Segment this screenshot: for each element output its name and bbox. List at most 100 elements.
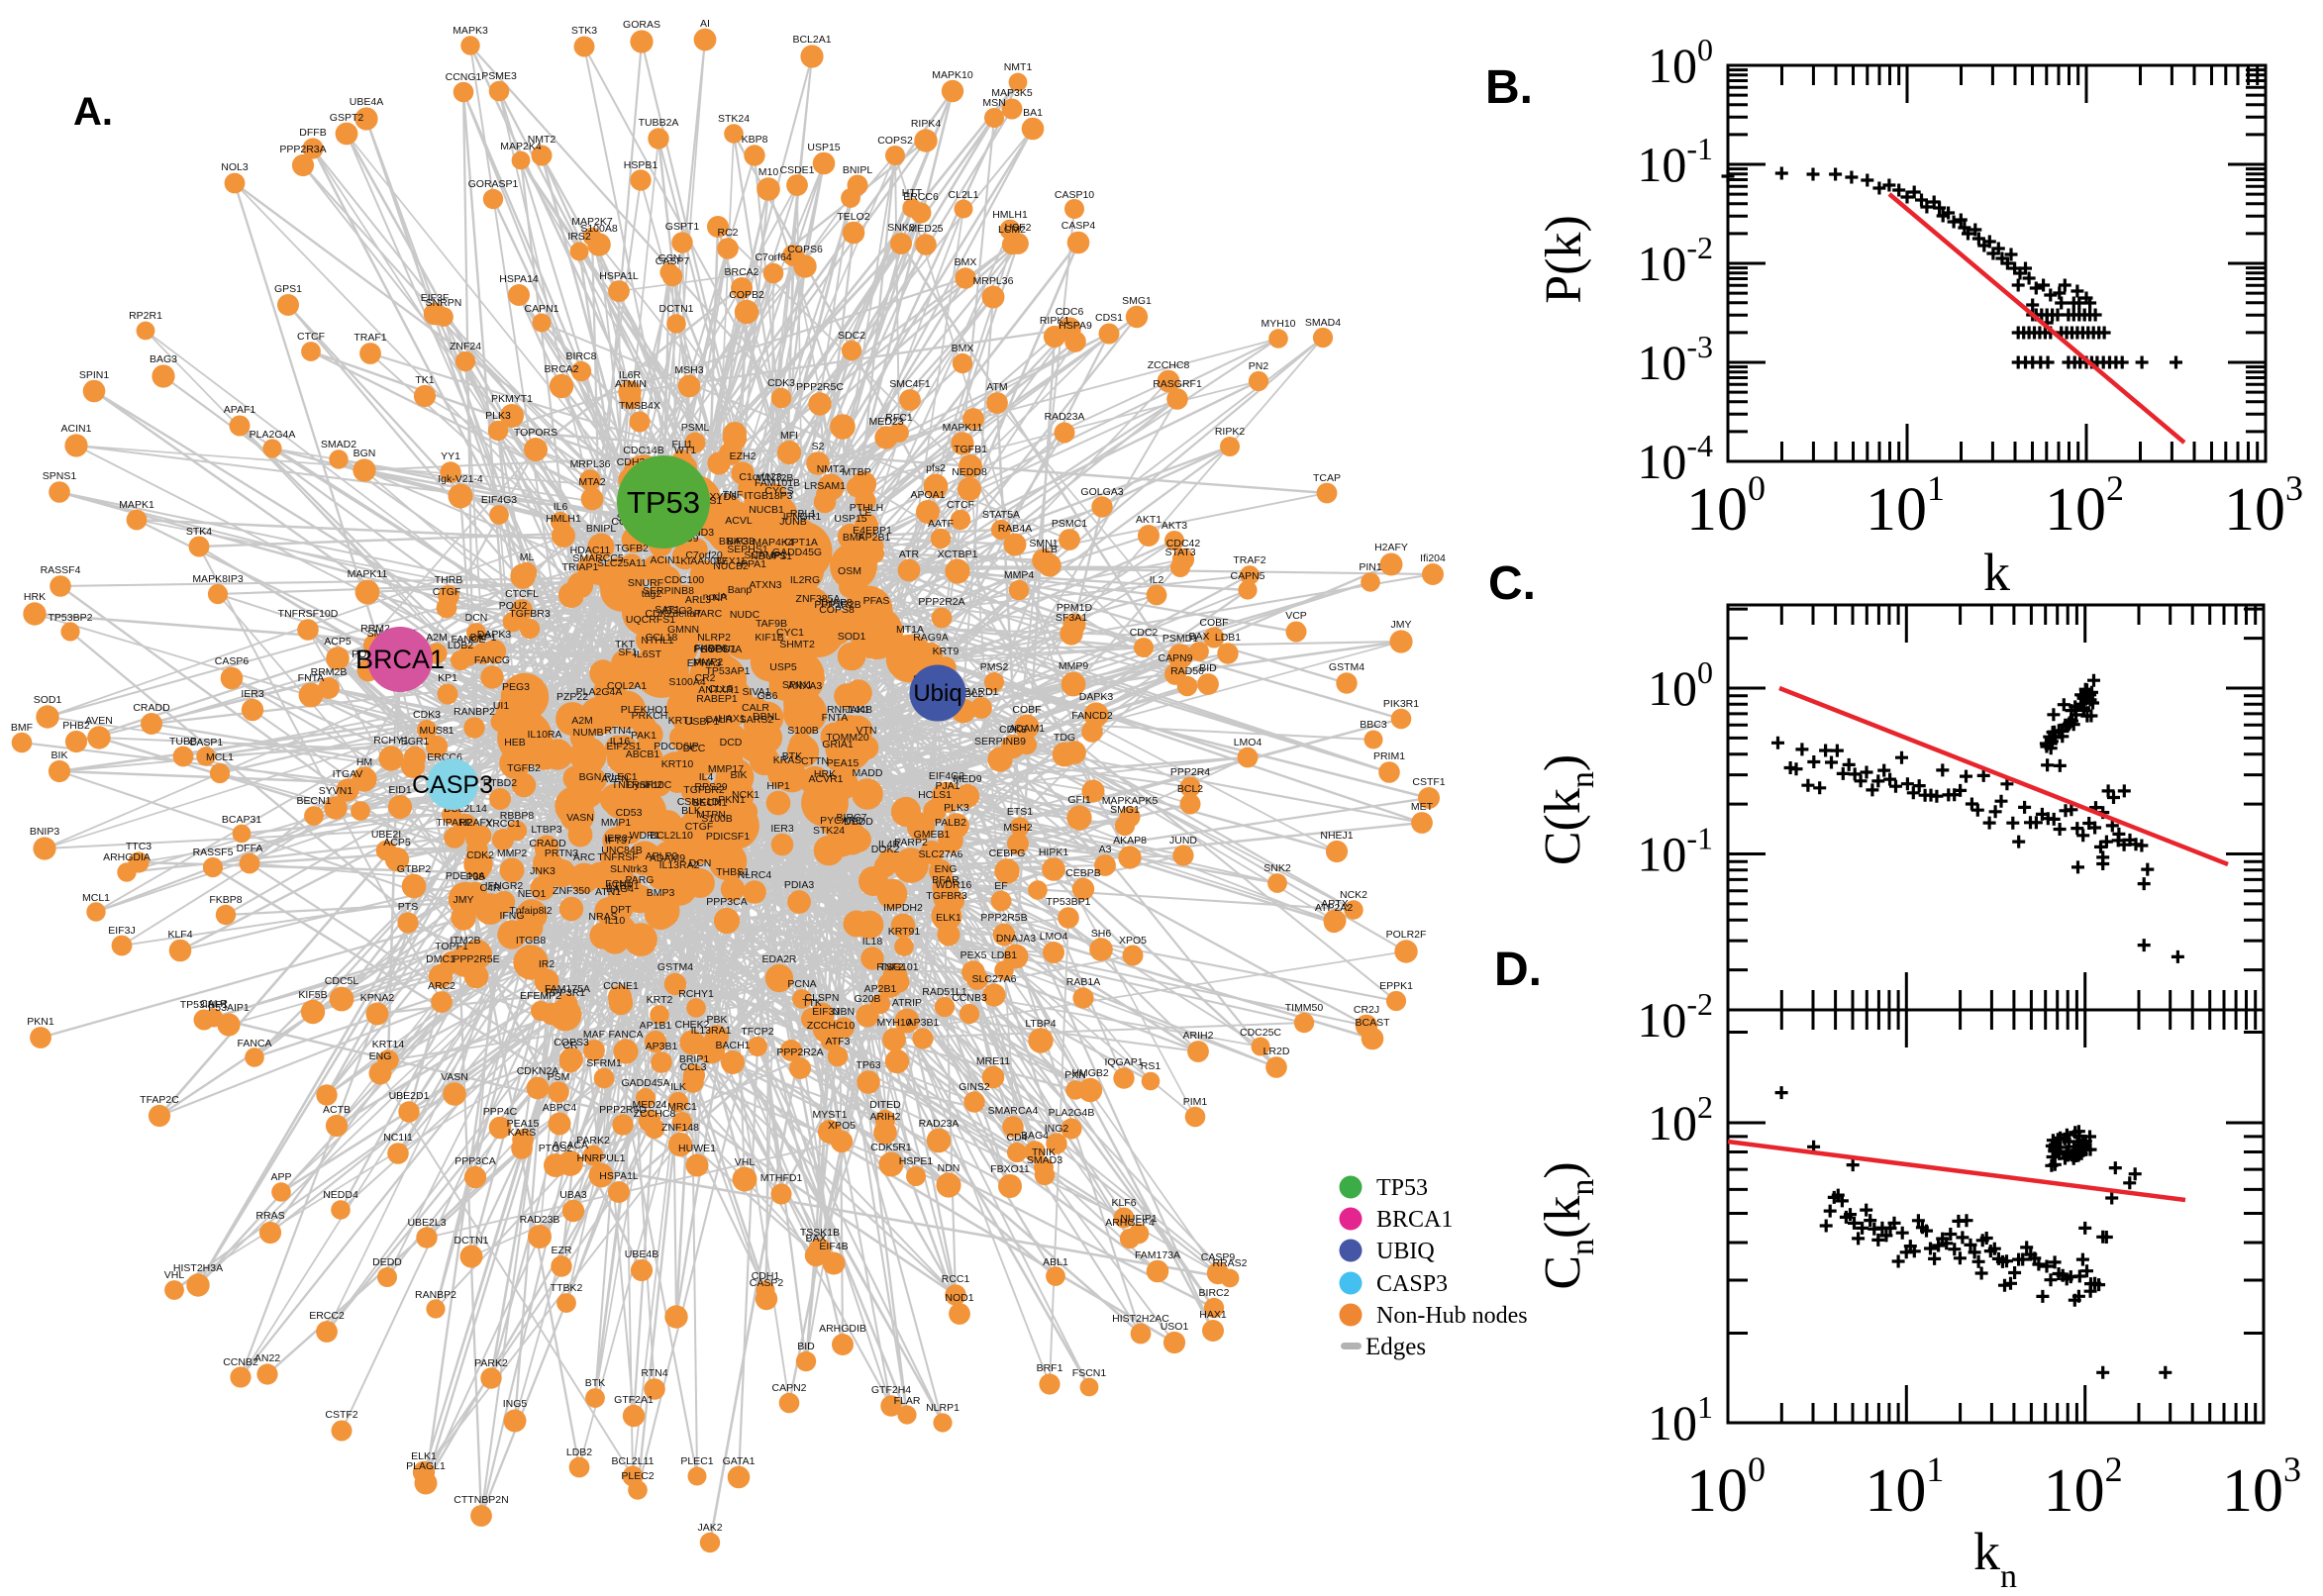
svg-text:GATA1: GATA1 (723, 1455, 756, 1467)
svg-text:SOD1: SOD1 (838, 631, 866, 643)
svg-text:GSTM4: GSTM4 (1329, 661, 1364, 673)
svg-text:SMAD2: SMAD2 (321, 439, 356, 450)
svg-text:BBC3: BBC3 (1360, 719, 1387, 731)
svg-text:RAD23B: RAD23B (520, 1214, 560, 1226)
svg-text:LMO4: LMO4 (1040, 931, 1068, 943)
svg-text:IFT57: IFT57 (605, 835, 633, 847)
svg-text:RPS29: RPS29 (694, 781, 727, 793)
svg-text:STK24: STK24 (718, 113, 750, 125)
svg-text:CCNB3: CCNB3 (952, 992, 987, 1004)
svg-text:ARHGDIA: ARHGDIA (103, 851, 151, 863)
svg-text:KRT91: KRT91 (888, 926, 921, 938)
svg-text:ATP2A2: ATP2A2 (1315, 902, 1353, 914)
svg-text:TP53AP1: TP53AP1 (706, 665, 751, 677)
svg-text:GSPT1: GSPT1 (665, 221, 700, 233)
svg-text:FANCA: FANCA (237, 1038, 271, 1049)
svg-text:USP5: USP5 (769, 661, 797, 673)
svg-text:RBL1: RBL1 (790, 508, 816, 520)
svg-text:RTBD2: RTBD2 (483, 777, 517, 789)
svg-text:PIK3R1: PIK3R1 (1383, 698, 1419, 710)
svg-text:HDAC11: HDAC11 (570, 545, 611, 556)
svg-text:CDK8: CDK8 (999, 724, 1027, 736)
svg-text:TP53: TP53 (627, 485, 700, 520)
svg-text:BIK: BIK (731, 769, 748, 781)
svg-text:UQCRFS1: UQCRFS1 (626, 614, 675, 626)
svg-text:TP53BP1: TP53BP1 (1047, 896, 1091, 908)
svg-text:NMT1: NMT1 (1004, 61, 1033, 73)
svg-text:RAD51L1: RAD51L1 (922, 986, 967, 998)
svg-text:EID1: EID1 (388, 784, 412, 796)
svg-text:TNIK: TNIK (1032, 1147, 1056, 1158)
svg-text:BRIP1: BRIP1 (679, 1053, 710, 1065)
svg-text:JAK2: JAK2 (697, 1522, 722, 1534)
svg-text:NEDD4: NEDD4 (323, 1189, 358, 1201)
svg-text:MMP1: MMP1 (601, 817, 631, 829)
svg-text:IL13RA1: IL13RA1 (691, 1025, 732, 1037)
svg-text:PLA2G4B: PLA2G4B (1049, 1107, 1095, 1119)
svg-text:CAPN5: CAPN5 (1230, 570, 1264, 582)
svg-text:PHYOU1: PHYOU1 (693, 644, 736, 655)
svg-text:DCC: DCC (683, 743, 706, 754)
svg-text:MSH2: MSH2 (1003, 822, 1032, 834)
svg-text:BCAST: BCAST (1355, 1017, 1390, 1029)
svg-text:HMLH1: HMLH1 (992, 209, 1028, 221)
svg-text:ITGB8: ITGB8 (516, 935, 547, 947)
svg-text:VASN: VASN (566, 812, 594, 824)
svg-text:M10: M10 (758, 166, 779, 178)
svg-text:KIAA0087: KIAA0087 (680, 555, 727, 567)
svg-text:PALB2: PALB2 (935, 817, 966, 829)
svg-text:APP: APP (270, 1171, 291, 1183)
svg-text:BNIPL: BNIPL (586, 523, 617, 535)
svg-text:TP53BP2: TP53BP2 (49, 612, 93, 624)
svg-text:GADD45A: GADD45A (621, 1077, 669, 1089)
svg-text:NLRP2: NLRP2 (697, 632, 731, 644)
svg-text:SMG1: SMG1 (1122, 295, 1152, 307)
svg-text:PRKCH: PRKCH (632, 710, 668, 722)
svg-text:DCD: DCD (720, 737, 743, 748)
svg-text:BCL2A1: BCL2A1 (792, 34, 831, 46)
svg-text:SERPINB9: SERPINB9 (974, 736, 1026, 748)
svg-text:UBE2D1: UBE2D1 (389, 1090, 430, 1102)
svg-text:HIP1: HIP1 (766, 780, 790, 792)
svg-text:UI1: UI1 (493, 700, 510, 712)
svg-text:HSPA14: HSPA14 (499, 273, 539, 285)
svg-text:IL2RG: IL2RG (790, 574, 820, 586)
svg-text:ARC: ARC (573, 851, 596, 863)
svg-text:KRT14: KRT14 (372, 1039, 405, 1050)
svg-text:BTK: BTK (782, 750, 802, 762)
svg-text:SDC2: SDC2 (838, 330, 865, 342)
svg-text:TOMM20: TOMM20 (826, 732, 869, 744)
svg-text:CCNG1: CCNG1 (446, 71, 482, 83)
svg-text:RS1: RS1 (1141, 1060, 1162, 1072)
svg-text:DEDD: DEDD (844, 816, 873, 828)
svg-text:RABEP1: RABEP1 (696, 693, 738, 705)
svg-text:BFAR: BFAR (932, 874, 960, 886)
svg-text:STAT3: STAT3 (1164, 547, 1195, 558)
svg-text:GSTM4: GSTM4 (657, 961, 693, 973)
svg-text:SPNS1: SPNS1 (43, 470, 77, 482)
svg-text:BA1: BA1 (1023, 107, 1043, 119)
svg-text:AN22: AN22 (254, 1352, 280, 1364)
svg-text:JNK3: JNK3 (530, 865, 556, 877)
svg-text:BAX: BAX (1188, 631, 1209, 643)
svg-text:RRAS: RRAS (255, 1210, 284, 1222)
svg-text:pfs2: pfs2 (926, 462, 946, 474)
svg-text:PTGS2: PTGS2 (539, 1143, 573, 1154)
svg-text:ENG: ENG (369, 1050, 392, 1062)
svg-text:PSMC1: PSMC1 (1052, 518, 1087, 530)
svg-text:HSPA9: HSPA9 (1059, 320, 1092, 332)
svg-text:TUBB: TUBB (169, 736, 197, 748)
svg-text:HCLS1: HCLS1 (918, 789, 952, 801)
svg-text:CDH1: CDH1 (752, 1270, 780, 1282)
svg-text:MAPK10: MAPK10 (932, 69, 973, 81)
svg-text:HIPK1: HIPK1 (1039, 847, 1069, 858)
svg-text:EZH2: EZH2 (730, 450, 757, 462)
svg-text:RFC1: RFC1 (885, 412, 913, 424)
svg-text:CTGF: CTGF (433, 586, 461, 598)
svg-text:NUFIP1: NUFIP1 (1120, 1213, 1158, 1225)
svg-text:SEPHS1: SEPHS1 (727, 544, 768, 555)
svg-text:RC2: RC2 (717, 227, 738, 239)
svg-text:POLR2F: POLR2F (1386, 929, 1427, 941)
svg-text:FAM175A: FAM175A (545, 983, 590, 995)
svg-text:EIF4B: EIF4B (819, 1241, 848, 1252)
